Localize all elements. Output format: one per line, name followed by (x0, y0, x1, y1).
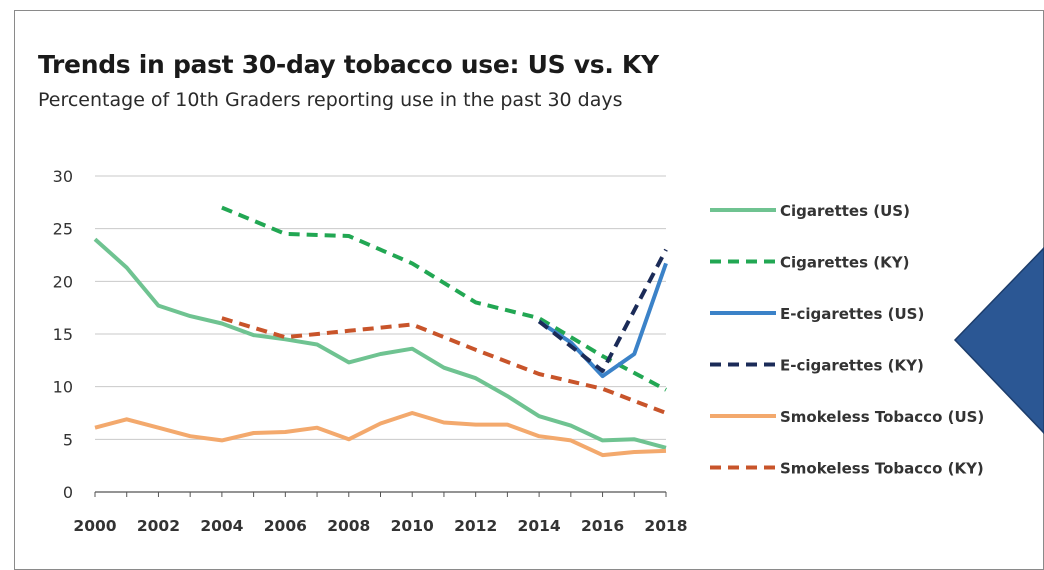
legend-label: Smokeless Tobacco (US) (780, 408, 984, 426)
y-tick-label: 30 (53, 167, 73, 186)
series-line-4 (94, 411, 667, 458)
x-tick-label: 2006 (264, 517, 307, 535)
x-axis-ticks: 2000 2002 2004 2006 2008 2010 2012 2014 2016 2018 (73, 492, 688, 535)
legend-label: Smokeless Tobacco (KY) (780, 460, 984, 478)
x-tick-label: 2016 (581, 517, 624, 535)
x-tick-label: 2004 (200, 517, 243, 535)
legend-label: Cigarettes (US) (780, 202, 910, 220)
series-line-1 (221, 205, 667, 392)
series-line-3 (537, 248, 668, 373)
line-chart: 30 25 20 15 10 5 0 2000 2002 2004 2006 2008 2010 201… (53, 167, 1044, 535)
x-tick-label: 2008 (327, 517, 370, 535)
y-tick-label: 10 (53, 378, 73, 397)
gridlines (95, 175, 666, 440)
left-arrow-icon (953, 246, 1044, 435)
legend: Cigarettes (US) Cigarettes (KY) E-cigarett… (710, 202, 984, 478)
x-tick-label: 2002 (137, 517, 180, 535)
x-tick-label: 2018 (644, 517, 687, 535)
series-line-5 (221, 316, 667, 415)
series-lines (93, 205, 668, 458)
y-axis-ticks: 30 25 20 15 10 5 0 (53, 167, 73, 502)
chart-panel (14, 10, 1044, 570)
x-tick-label: 2012 (454, 517, 497, 535)
y-tick-label: 0 (63, 483, 73, 502)
series-line-0 (93, 237, 667, 450)
legend-label: E-cigarettes (KY) (780, 357, 924, 375)
legend-label: Cigarettes (KY) (780, 254, 909, 272)
legend-label: E-cigarettes (US) (780, 305, 924, 323)
x-tick-label: 2010 (391, 517, 434, 535)
y-tick-label: 25 (53, 220, 73, 239)
x-tick-label: 2000 (73, 517, 116, 535)
y-tick-label: 15 (53, 325, 73, 344)
x-tick-label: 2014 (518, 517, 561, 535)
chart-title: Trends in past 30-day tobacco use: US vs… (38, 50, 659, 79)
chart-subtitle: Percentage of 10th Graders reporting use… (38, 89, 623, 111)
series-line-2 (537, 262, 668, 379)
y-tick-label: 5 (63, 430, 73, 449)
y-tick-label: 20 (53, 272, 73, 291)
